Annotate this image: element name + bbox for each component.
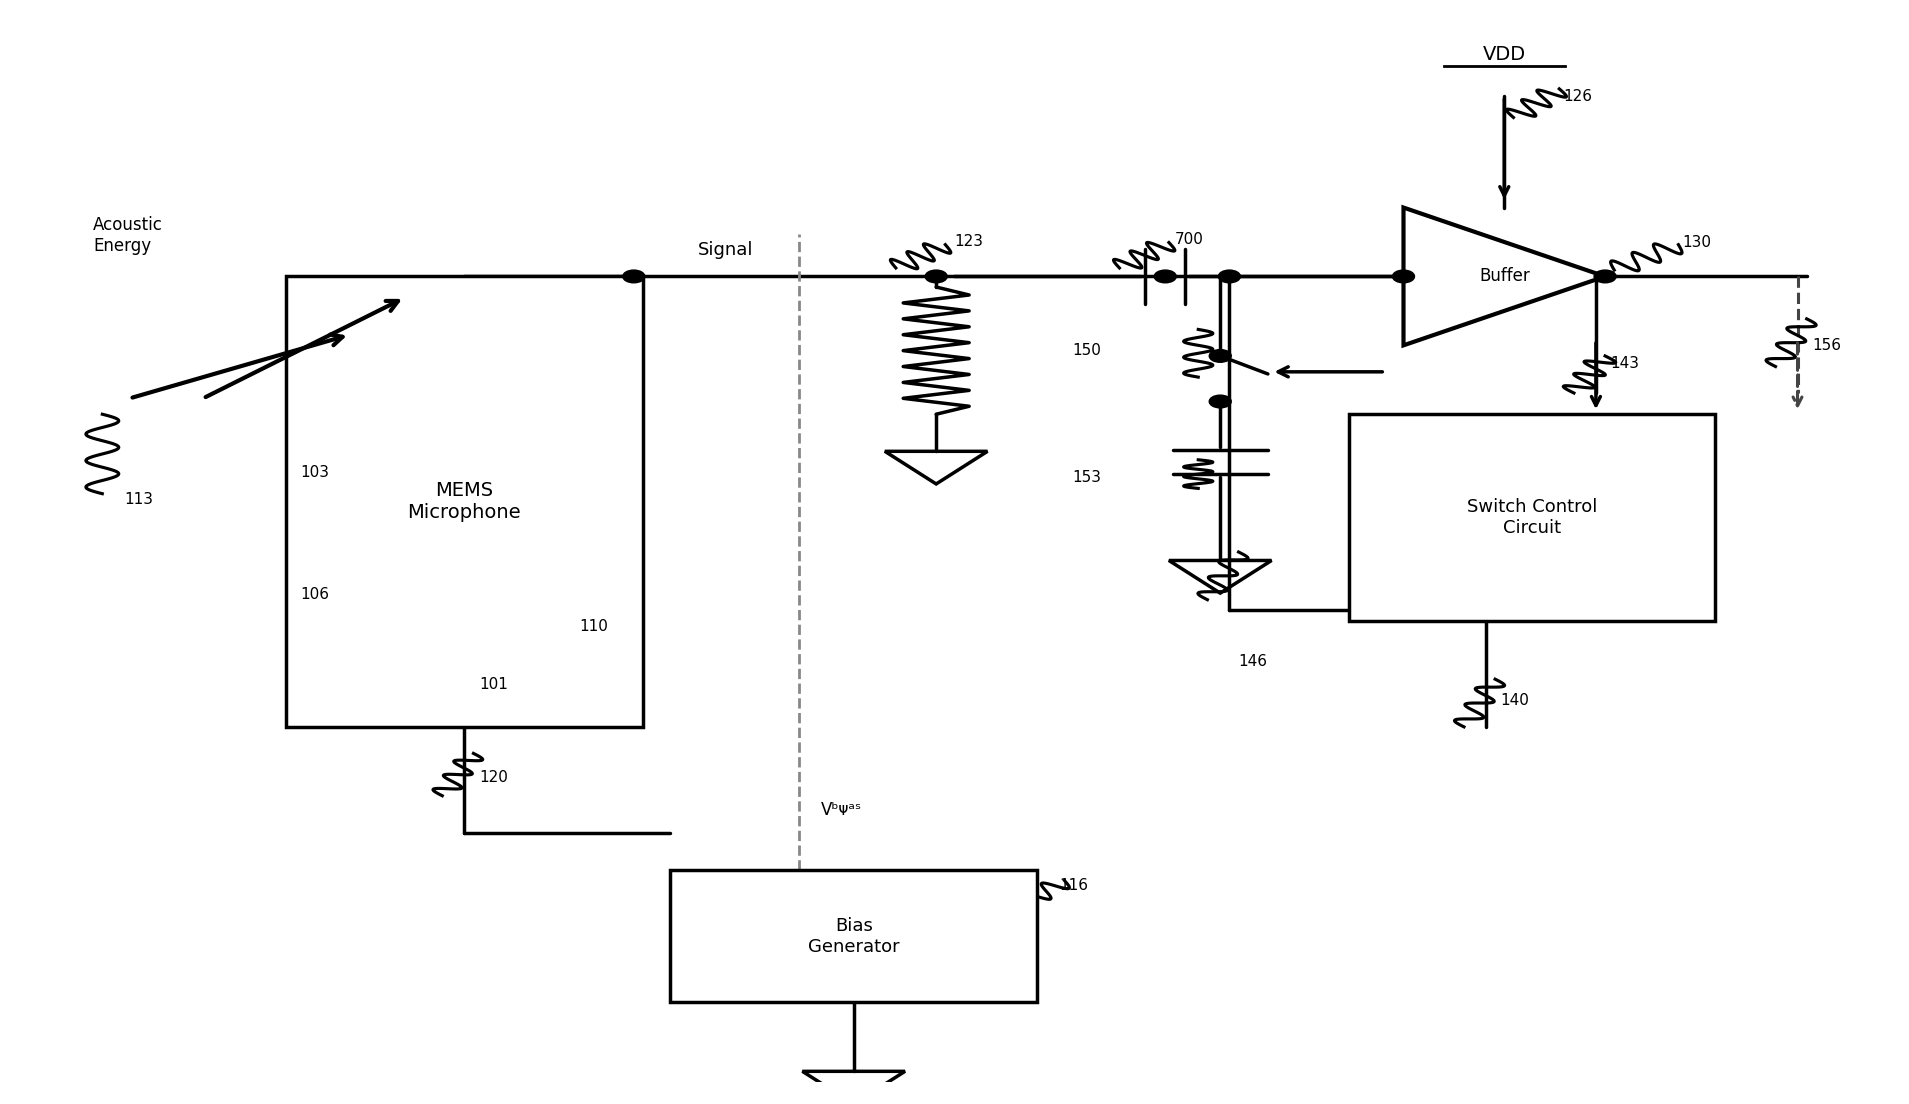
Text: Buffer: Buffer xyxy=(1479,267,1529,286)
Circle shape xyxy=(926,270,947,283)
Circle shape xyxy=(1208,350,1231,362)
Text: 116: 116 xyxy=(1059,879,1088,893)
Text: 156: 156 xyxy=(1812,338,1840,353)
Text: 110: 110 xyxy=(580,618,609,634)
Text: 113: 113 xyxy=(124,491,153,507)
FancyBboxPatch shape xyxy=(670,870,1037,1002)
Circle shape xyxy=(1218,270,1241,283)
Text: 126: 126 xyxy=(1563,88,1592,104)
Text: 103: 103 xyxy=(300,465,328,480)
FancyBboxPatch shape xyxy=(1348,414,1714,620)
Text: Signal: Signal xyxy=(697,241,754,259)
Text: Bias
Generator: Bias Generator xyxy=(808,916,899,956)
Text: 143: 143 xyxy=(1611,355,1640,371)
Text: 101: 101 xyxy=(479,677,508,692)
Text: Acoustic
Energy: Acoustic Energy xyxy=(94,216,162,255)
Text: 146: 146 xyxy=(1239,654,1268,669)
Circle shape xyxy=(622,270,645,283)
Text: 700: 700 xyxy=(1174,232,1203,247)
Text: MEMS
Microphone: MEMS Microphone xyxy=(407,481,521,522)
Text: 123: 123 xyxy=(954,234,983,250)
Text: VDD: VDD xyxy=(1483,45,1525,64)
Circle shape xyxy=(1155,270,1176,283)
Text: Vᵇᴪᵃˢ: Vᵇᴪᵃˢ xyxy=(821,800,861,818)
Text: Switch Control
Circuit: Switch Control Circuit xyxy=(1466,498,1598,537)
FancyBboxPatch shape xyxy=(286,276,643,726)
Circle shape xyxy=(1208,395,1231,407)
Text: 130: 130 xyxy=(1682,235,1710,250)
Circle shape xyxy=(1594,270,1617,283)
Text: 153: 153 xyxy=(1073,470,1101,486)
Circle shape xyxy=(1392,270,1415,283)
Text: 140: 140 xyxy=(1500,693,1529,708)
Text: 106: 106 xyxy=(300,587,328,602)
Text: 120: 120 xyxy=(479,771,508,785)
Text: 150: 150 xyxy=(1073,343,1101,358)
